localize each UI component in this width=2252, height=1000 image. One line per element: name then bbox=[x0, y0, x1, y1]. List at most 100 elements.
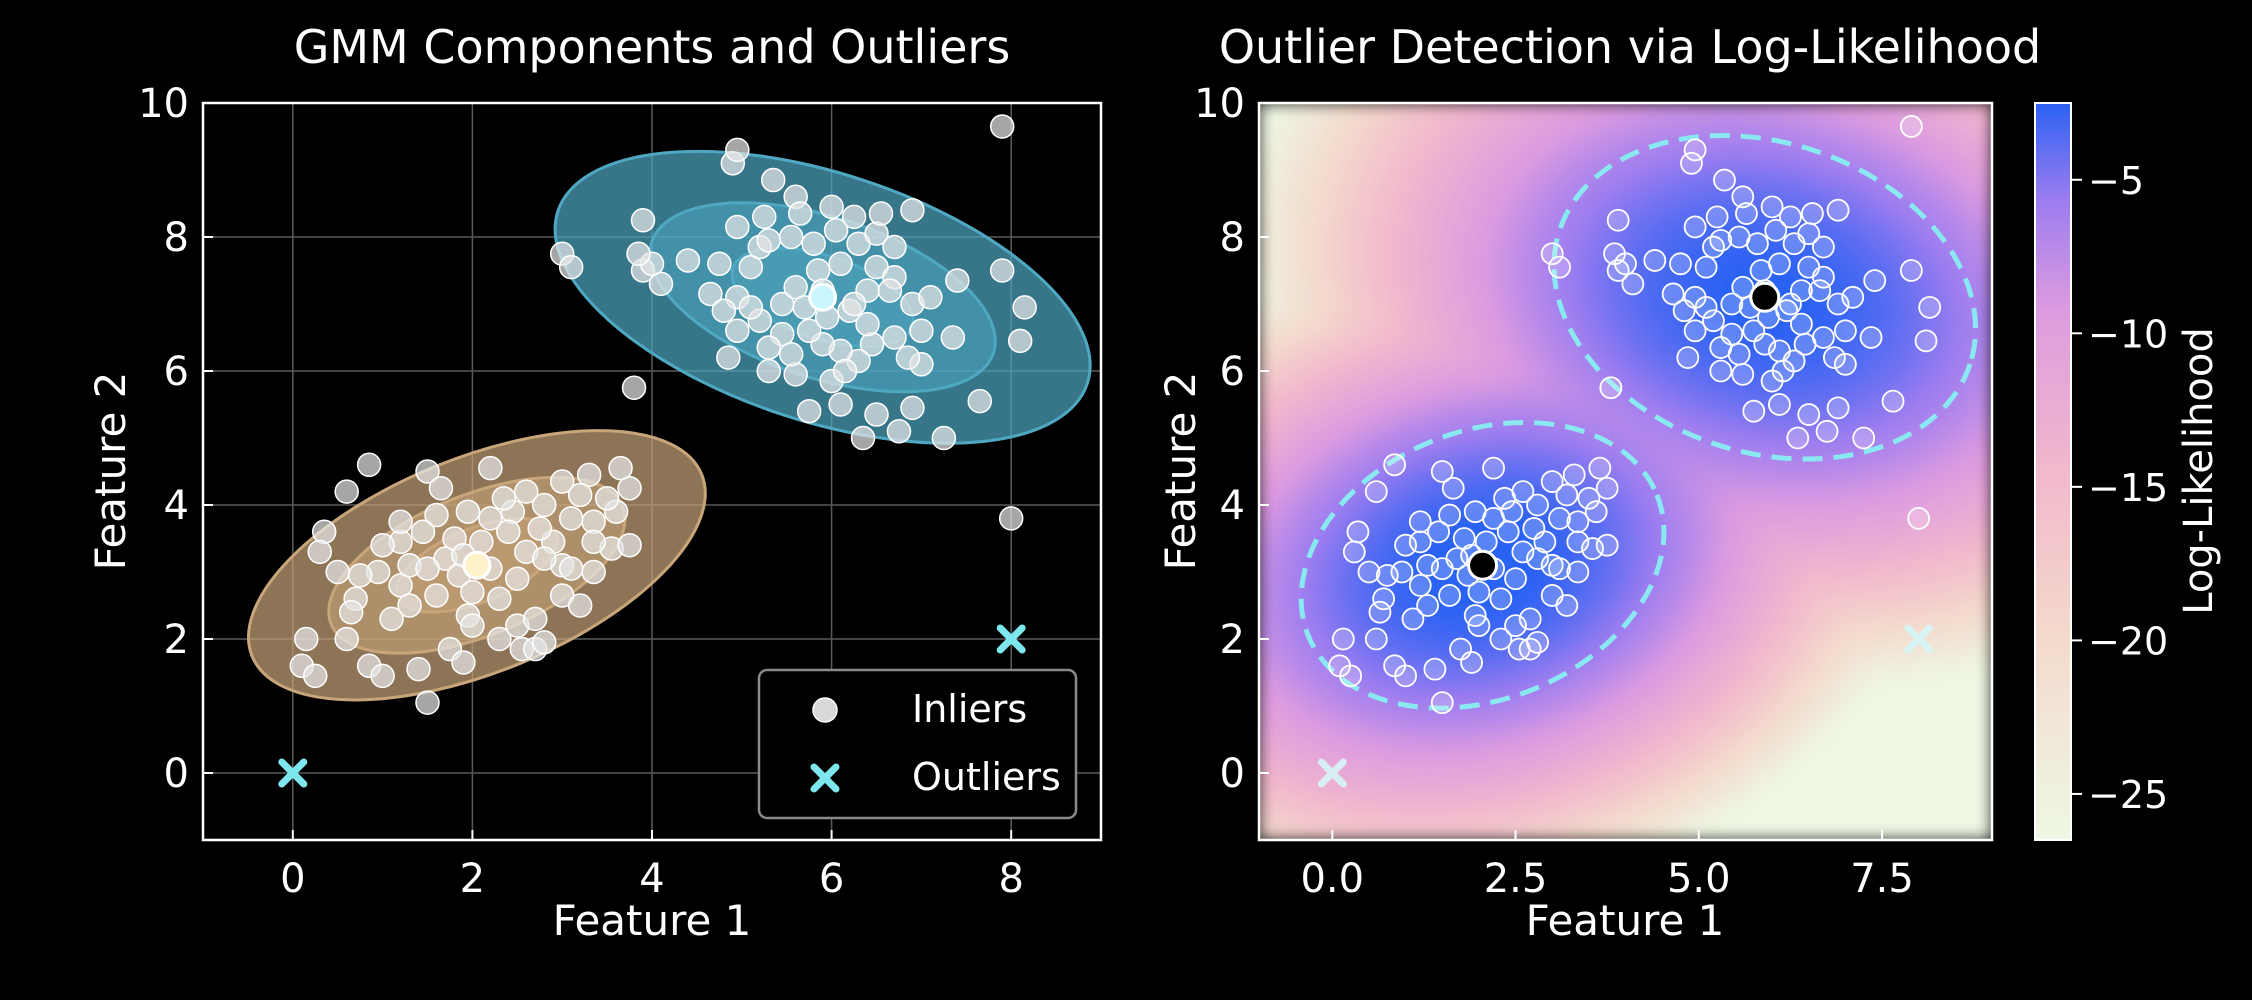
heatmap-cell bbox=[1600, 175, 1615, 190]
heatmap-cell bbox=[1282, 703, 1297, 719]
heatmap-cell bbox=[1465, 691, 1480, 706]
heatmap-cell bbox=[1978, 187, 1992, 203]
heatmap-cell bbox=[1538, 409, 1554, 424]
heatmap-cell bbox=[1392, 826, 1407, 840]
heatmap-cell bbox=[1856, 703, 1871, 719]
heatmap-cell bbox=[1282, 396, 1297, 412]
heatmap-cell bbox=[1905, 138, 1920, 154]
heatmap-cell bbox=[1624, 200, 1639, 215]
heatmap-cell bbox=[1771, 519, 1786, 534]
heatmap-cell bbox=[1502, 359, 1517, 375]
heatmap-cell bbox=[1942, 667, 1957, 682]
heatmap-cell bbox=[1685, 753, 1700, 768]
heatmap-cell bbox=[1734, 556, 1749, 571]
heatmap-cell bbox=[1954, 323, 1969, 338]
heatmap-cell bbox=[1343, 163, 1358, 178]
heatmap-cell bbox=[1697, 347, 1713, 362]
heatmap-cell bbox=[1746, 458, 1761, 473]
heatmap-cell bbox=[1294, 224, 1309, 240]
heatmap-cell bbox=[1514, 728, 1529, 743]
inlier-point bbox=[410, 519, 436, 545]
heatmap-cell bbox=[1636, 568, 1651, 584]
heatmap-cell bbox=[1954, 103, 1969, 117]
heatmap-cell bbox=[1259, 310, 1273, 326]
heatmap-cell bbox=[1648, 298, 1664, 313]
heatmap-cell bbox=[1771, 396, 1786, 412]
heatmap-cell bbox=[1856, 433, 1871, 448]
heatmap-cell bbox=[1917, 814, 1932, 829]
heatmap-cell bbox=[1783, 691, 1798, 706]
heatmap-cell bbox=[1783, 679, 1798, 694]
heatmap-cell bbox=[1917, 138, 1932, 154]
heatmap-cell bbox=[1954, 396, 1969, 412]
inlier-point bbox=[581, 559, 606, 585]
heatmap-cell bbox=[1954, 224, 1969, 240]
heatmap-cell bbox=[1343, 728, 1358, 743]
heatmap-cell bbox=[1282, 789, 1297, 805]
heatmap-cell bbox=[1392, 728, 1407, 743]
heatmap-cell bbox=[1929, 396, 1945, 412]
heatmap-cell bbox=[1893, 482, 1908, 498]
heatmap-cell bbox=[1575, 470, 1590, 485]
heatmap-cell bbox=[1259, 237, 1273, 252]
heatmap-cell bbox=[1477, 138, 1493, 154]
heatmap-cell bbox=[1612, 359, 1627, 375]
heatmap-cell bbox=[1502, 212, 1517, 227]
inlier-point bbox=[478, 455, 503, 481]
heatmap-cell bbox=[1783, 802, 1798, 817]
heatmap-cell bbox=[1526, 372, 1541, 387]
heatmap-cell bbox=[1856, 728, 1871, 743]
heatmap-cell bbox=[1441, 273, 1456, 289]
inlier-point bbox=[338, 599, 364, 625]
heatmap-cell bbox=[1465, 519, 1480, 534]
inlier-point bbox=[1680, 151, 1703, 175]
heatmap-cell bbox=[1795, 187, 1810, 203]
heatmap-cell bbox=[1978, 163, 1992, 178]
inlier-point bbox=[1720, 292, 1744, 316]
heatmap-cell bbox=[1710, 114, 1725, 129]
inlier-point bbox=[1702, 309, 1725, 333]
heatmap-cell bbox=[1563, 789, 1578, 805]
heatmap-cell bbox=[1954, 617, 1969, 633]
heatmap-cell bbox=[1881, 433, 1896, 448]
heatmap-cell bbox=[1929, 753, 1945, 768]
heatmap-cell bbox=[1453, 103, 1468, 117]
heatmap-cell bbox=[1392, 630, 1407, 645]
heatmap-cell bbox=[1465, 372, 1480, 387]
heatmap-cell bbox=[1893, 237, 1908, 252]
heatmap-cell bbox=[1453, 347, 1468, 362]
heatmap-cell bbox=[1832, 237, 1847, 252]
heatmap-cell bbox=[1673, 495, 1688, 510]
inlier-point bbox=[1489, 627, 1513, 651]
heatmap-cell bbox=[1587, 103, 1603, 117]
heatmap-cell bbox=[1929, 359, 1945, 375]
heatmap-cell bbox=[1722, 777, 1737, 792]
heatmap-cell bbox=[1270, 384, 1285, 399]
heatmap-cell bbox=[1343, 261, 1358, 276]
heatmap-cell bbox=[1526, 568, 1541, 584]
heatmap-cell bbox=[1270, 667, 1285, 682]
heatmap-cell bbox=[1477, 482, 1493, 498]
heatmap-cell bbox=[1453, 224, 1468, 240]
gmm-component-1-mean bbox=[462, 550, 492, 580]
heatmap-cell bbox=[1856, 200, 1871, 215]
inlier-point bbox=[415, 690, 440, 715]
heatmap-cell bbox=[1929, 814, 1945, 829]
heatmap-cell bbox=[1331, 593, 1346, 608]
heatmap-cell bbox=[1270, 777, 1285, 792]
heatmap-cell bbox=[1575, 103, 1590, 117]
inlier-point bbox=[1467, 580, 1491, 604]
heatmap-cell bbox=[1868, 335, 1884, 350]
inlier-point bbox=[424, 502, 449, 528]
heatmap-cell bbox=[1429, 433, 1444, 448]
heatmap-cell bbox=[1563, 679, 1578, 694]
heatmap-cell bbox=[1832, 126, 1847, 141]
heatmap-cell bbox=[1331, 740, 1346, 756]
heatmap-cell bbox=[1380, 187, 1395, 203]
heatmap-cell bbox=[1612, 495, 1627, 510]
heatmap-cell bbox=[1526, 728, 1541, 743]
heatmap-cell bbox=[1319, 126, 1334, 141]
heatmap-cell bbox=[1477, 175, 1493, 190]
heatmap-cell bbox=[1441, 409, 1456, 424]
heatmap-cell bbox=[1259, 519, 1273, 534]
